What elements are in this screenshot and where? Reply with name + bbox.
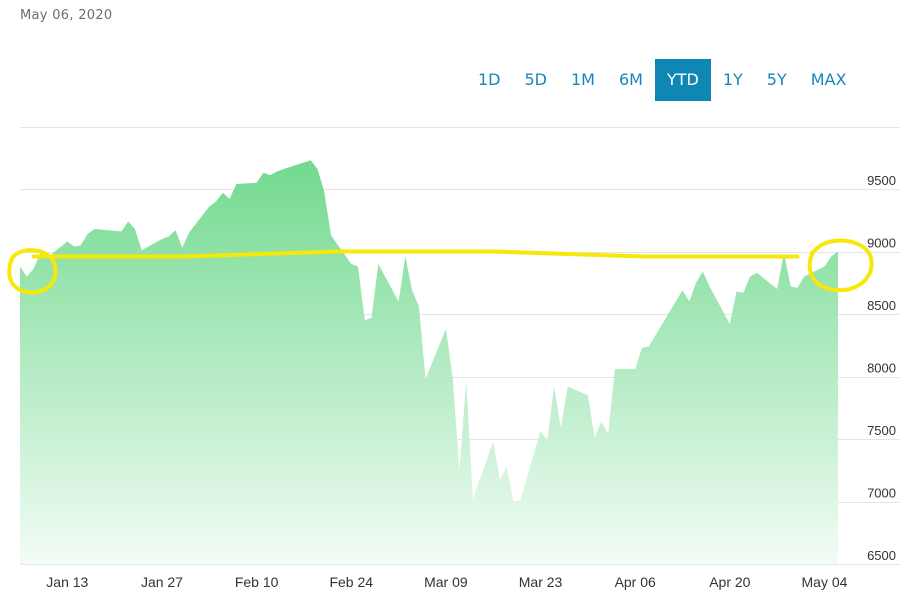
series-layer: [20, 160, 838, 565]
range-button-5y[interactable]: 5Y: [766, 70, 787, 89]
range-button-ytd[interactable]: YTD: [654, 59, 711, 101]
x-tick-label: Mar 23: [519, 574, 563, 590]
range-selector: 1D 5D 1M 6M YTD 1Y 5Y MAX: [466, 59, 858, 101]
x-tick-label: Feb 10: [235, 574, 279, 590]
range-button-1d[interactable]: 1D: [478, 70, 501, 89]
x-tick-label: Mar 09: [424, 574, 468, 590]
range-button-6m[interactable]: 6M: [618, 70, 643, 89]
range-button-1m[interactable]: 1M: [571, 70, 595, 89]
x-tick-label: Apr 20: [709, 574, 750, 590]
x-axis-ticks: Jan 13 Jan 27 Feb 10 Feb 24 Mar 09 Mar 23 Apr …: [46, 574, 847, 590]
series-area: [20, 160, 838, 565]
y-tick-label: 6500: [867, 548, 896, 563]
x-tick-label: Jan 13: [46, 574, 88, 590]
y-tick-label: 8500: [867, 298, 896, 313]
annotation-circle-end: [807, 238, 874, 293]
y-tick-label: 9500: [867, 173, 896, 188]
y-axis-ticks: 6500 7000 7500 8000 8500 9000 9500: [867, 173, 896, 563]
annotation-layer: [7, 238, 874, 295]
range-button-5d[interactable]: 5D: [524, 70, 548, 89]
x-tick-label: Jan 27: [141, 574, 183, 590]
y-tick-label: 8000: [867, 361, 896, 376]
x-tick-label: Apr 06: [615, 574, 656, 590]
range-button-max[interactable]: MAX: [810, 70, 847, 89]
y-tick-label: 7500: [867, 423, 896, 438]
annotation-circle-start: [7, 248, 58, 295]
x-tick-label: Feb 24: [329, 574, 373, 590]
y-tick-label: 7000: [867, 486, 896, 501]
y-tick-label: 9000: [867, 236, 896, 251]
annotation-line: [31, 249, 800, 259]
x-tick-label: May 04: [802, 574, 848, 590]
range-button-1y[interactable]: 1Y: [722, 70, 743, 89]
date-label: May 06, 2020: [20, 8, 113, 23]
